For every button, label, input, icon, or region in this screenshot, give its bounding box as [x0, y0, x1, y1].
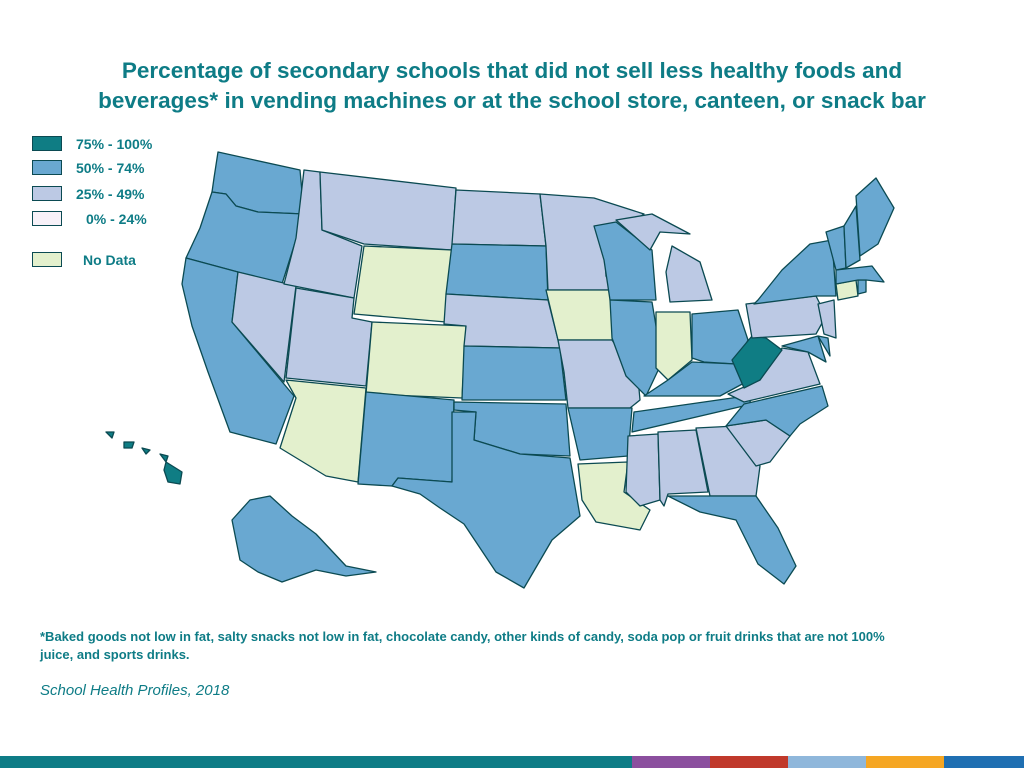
state-nevada — [231, 271, 297, 383]
state-rhode-island — [857, 279, 867, 295]
state-indiana — [655, 311, 693, 381]
state-colorado — [365, 321, 467, 399]
legend-swatch-75-100 — [32, 136, 62, 151]
state-new-hampshire — [843, 205, 861, 269]
bottom-bar-segment — [944, 756, 1024, 768]
source-citation: School Health Profiles, 2018 — [40, 682, 230, 699]
state-mississippi — [625, 433, 661, 507]
state-massachusetts — [835, 265, 885, 285]
state-florida — [667, 495, 797, 585]
legend-label-no-data: No Data — [83, 252, 136, 268]
us-states-map — [105, 151, 895, 589]
state-kansas — [461, 345, 567, 401]
state-new-york — [753, 239, 837, 305]
bottom-bar-segment — [866, 756, 944, 768]
state-hawaii — [105, 431, 183, 485]
bottom-bar-segment — [0, 756, 632, 768]
state-arkansas — [567, 407, 633, 461]
bottom-bar-segment — [788, 756, 866, 768]
legend-label-75-100: 75% - 100% — [76, 136, 153, 152]
title-line-1: Percentage of secondary schools that did… — [121, 58, 903, 83]
state-new-jersey — [817, 299, 837, 339]
legend-swatch-50-74 — [32, 160, 62, 175]
bottom-bar-segment — [632, 756, 710, 768]
legend-swatch-no-data — [32, 252, 62, 267]
footnote: *Baked goods not low in fat, salty snack… — [40, 629, 885, 662]
legend-label-50-74: 50% - 74% — [76, 160, 145, 176]
state-north-carolina — [725, 385, 829, 437]
state-new-mexico — [357, 391, 455, 487]
state-alaska — [231, 495, 377, 583]
state-south-dakota — [445, 243, 549, 301]
state-montana — [319, 171, 457, 251]
map-title: Percentage of secondary schools that did… — [20, 56, 1004, 116]
legend-label-25-49: 25% - 49% — [76, 186, 145, 202]
state-maryland — [781, 335, 827, 363]
legend-swatch-25-49 — [32, 186, 62, 201]
state-delaware — [817, 335, 831, 357]
state-michigan — [615, 213, 713, 303]
state-wyoming — [353, 245, 453, 323]
state-north-dakota — [451, 189, 547, 247]
bottom-bar-segment — [710, 756, 788, 768]
legend-label-0-24: 0% - 24% — [86, 211, 147, 227]
state-texas — [391, 411, 581, 589]
state-maine — [855, 177, 895, 257]
title-line-2: beverages* in vending machines or at the… — [98, 88, 926, 113]
legend-swatch-0-24 — [32, 211, 62, 226]
